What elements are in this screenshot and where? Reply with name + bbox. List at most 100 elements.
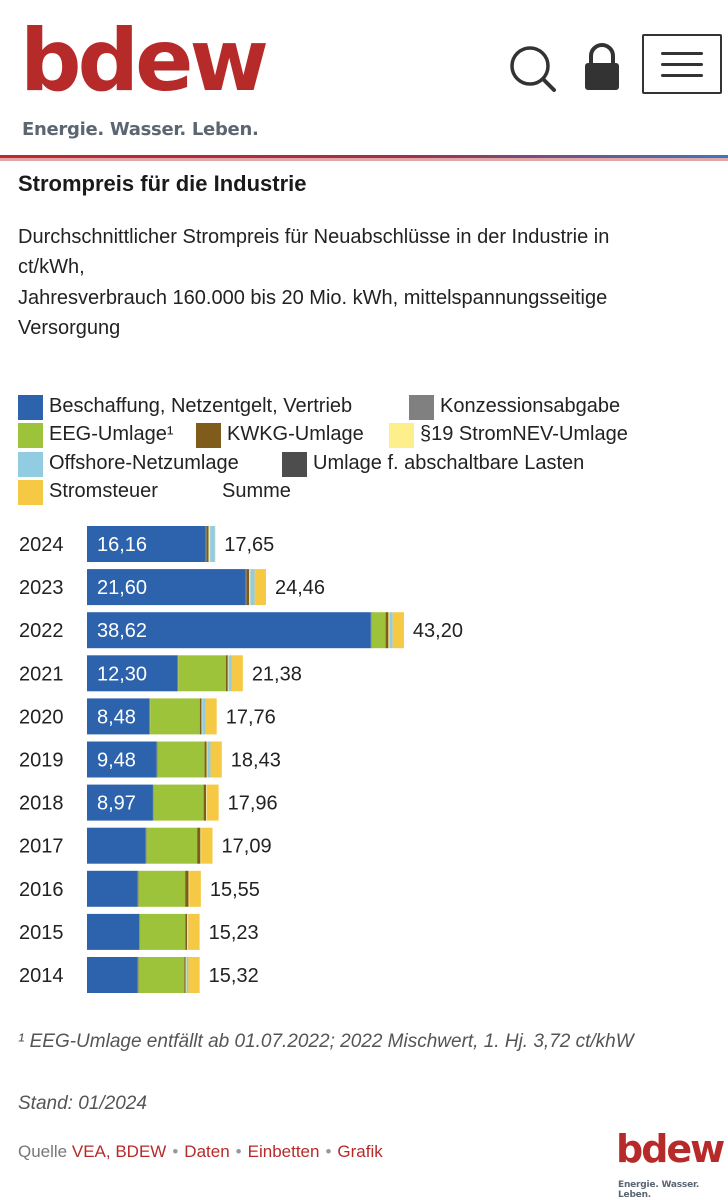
bar-segment — [201, 698, 203, 735]
source-link[interactable]: VEA, BDEW — [71, 1142, 167, 1161]
year-label: 2016 — [19, 879, 64, 901]
bar-segment — [205, 698, 217, 735]
bar-segment — [370, 612, 372, 649]
bar-segment — [197, 827, 201, 864]
total-value-label: 43,20 — [413, 620, 463, 642]
total-value-label: 18,43 — [231, 750, 281, 772]
legend-swatch — [18, 452, 43, 477]
daten-link[interactable]: Daten — [184, 1142, 230, 1161]
bar-segment — [145, 827, 147, 864]
separator: • — [325, 1142, 332, 1161]
bar-segment — [250, 569, 255, 606]
bar-segment — [87, 698, 150, 735]
bar-segment — [210, 741, 222, 778]
header-color-band — [0, 155, 728, 161]
bar-segment — [388, 612, 390, 649]
bar-segment — [199, 698, 202, 735]
segment-value-label: 21,60 — [97, 577, 147, 599]
bar-segment — [186, 957, 189, 993]
legend-swatch — [18, 480, 43, 505]
year-label: 2014 — [19, 965, 64, 987]
bar-segment — [228, 655, 232, 692]
hamburger-menu-icon[interactable] — [642, 34, 722, 94]
bar-segment — [87, 569, 246, 606]
bar-segment — [200, 827, 202, 864]
bar-segment — [203, 784, 207, 821]
legend-label: Umlage f. abschaltbare Lasten — [313, 452, 585, 474]
lock-icon[interactable] — [582, 42, 622, 92]
legend-label: §19 StromNEV-Umlage — [420, 423, 628, 445]
bar-segment — [87, 957, 138, 993]
separator: • — [235, 1142, 242, 1161]
segment-value-label: 16,16 — [97, 534, 147, 556]
bar-segment — [392, 612, 404, 649]
total-value-label: 15,32 — [209, 965, 259, 987]
bar-segment — [188, 957, 200, 993]
bdew-logo[interactable]: bdew — [20, 18, 269, 104]
year-label: 2019 — [19, 750, 64, 772]
total-value-label: 17,09 — [222, 836, 272, 858]
segment-value-label: 9,48 — [97, 750, 136, 772]
bar-segment — [207, 741, 211, 778]
segment-value-label: 8,97 — [97, 793, 136, 815]
bar-segment — [185, 870, 189, 907]
bar-segment — [177, 655, 179, 692]
total-value-label: 21,38 — [252, 663, 302, 685]
bar-segment — [185, 957, 187, 993]
bar-segment — [385, 612, 389, 649]
bar-segment — [249, 569, 251, 606]
total-value-label: 17,65 — [224, 534, 274, 556]
bar-segment — [156, 741, 158, 778]
legend-swatch — [282, 452, 307, 477]
legend-label: Summe — [222, 480, 291, 502]
bar-segment — [188, 913, 200, 950]
legend-label: Stromsteuer — [49, 480, 158, 502]
legend-label: Konzessionsabgabe — [440, 395, 621, 417]
legend-label: Beschaffung, Netzentgelt, Vertrieb — [49, 395, 353, 417]
legend-swatch — [389, 423, 414, 448]
bar-segment — [146, 827, 198, 864]
footnote: ¹ EEG-Umlage entfällt ab 01.07.2022; 202… — [18, 1031, 634, 1052]
bar-segment — [157, 741, 205, 778]
chart-title: Strompreis für die Industrie — [18, 171, 307, 196]
bar-segment — [138, 870, 186, 907]
einbetten-link[interactable]: Einbetten — [247, 1142, 320, 1161]
bar-segment — [184, 957, 186, 993]
bar-segment — [245, 569, 247, 606]
bar-segment — [254, 569, 266, 606]
bar-segment — [201, 827, 213, 864]
bar-segment — [152, 784, 154, 821]
year-label: 2023 — [19, 577, 64, 599]
total-value-label: 15,55 — [210, 879, 260, 901]
bar-segment — [87, 913, 140, 950]
year-label: 2017 — [19, 836, 64, 858]
bar-segment — [138, 957, 185, 993]
footer-logo-text: bdew — [616, 1127, 725, 1171]
bar-segment — [139, 913, 140, 950]
bar-segment — [149, 698, 151, 735]
grafik-link[interactable]: Grafik — [337, 1142, 383, 1161]
bar-segment — [189, 870, 201, 907]
legend-label: Offshore-Netzumlage — [49, 452, 239, 474]
year-label: 2021 — [19, 663, 64, 685]
bar-segment — [87, 526, 206, 562]
bar-segment — [206, 784, 207, 821]
segment-value-label: 12,30 — [97, 663, 147, 685]
bar-segment — [87, 784, 153, 821]
bar-segment — [178, 655, 226, 692]
footer-bdew-logo[interactable]: bdew — [616, 1127, 725, 1171]
legend-swatch — [196, 423, 221, 448]
logo-tagline: Energie. Wasser. Leben. — [22, 119, 259, 140]
bar-segment — [208, 526, 211, 562]
bar-segment — [202, 698, 206, 735]
search-icon[interactable] — [508, 44, 558, 94]
chart-subtitle-line1: Durchschnittlicher Strompreis für Neuabs… — [18, 226, 610, 248]
bar-segment — [246, 569, 250, 606]
bar-segment — [87, 870, 138, 907]
bar-segment — [87, 741, 157, 778]
bar-segment — [225, 655, 228, 692]
total-value-label: 24,46 — [275, 577, 325, 599]
bar-segment — [137, 957, 139, 993]
footer-logo-tagline: Energie. Wasser. Leben. — [618, 1180, 700, 1200]
bar-segment — [87, 612, 371, 649]
